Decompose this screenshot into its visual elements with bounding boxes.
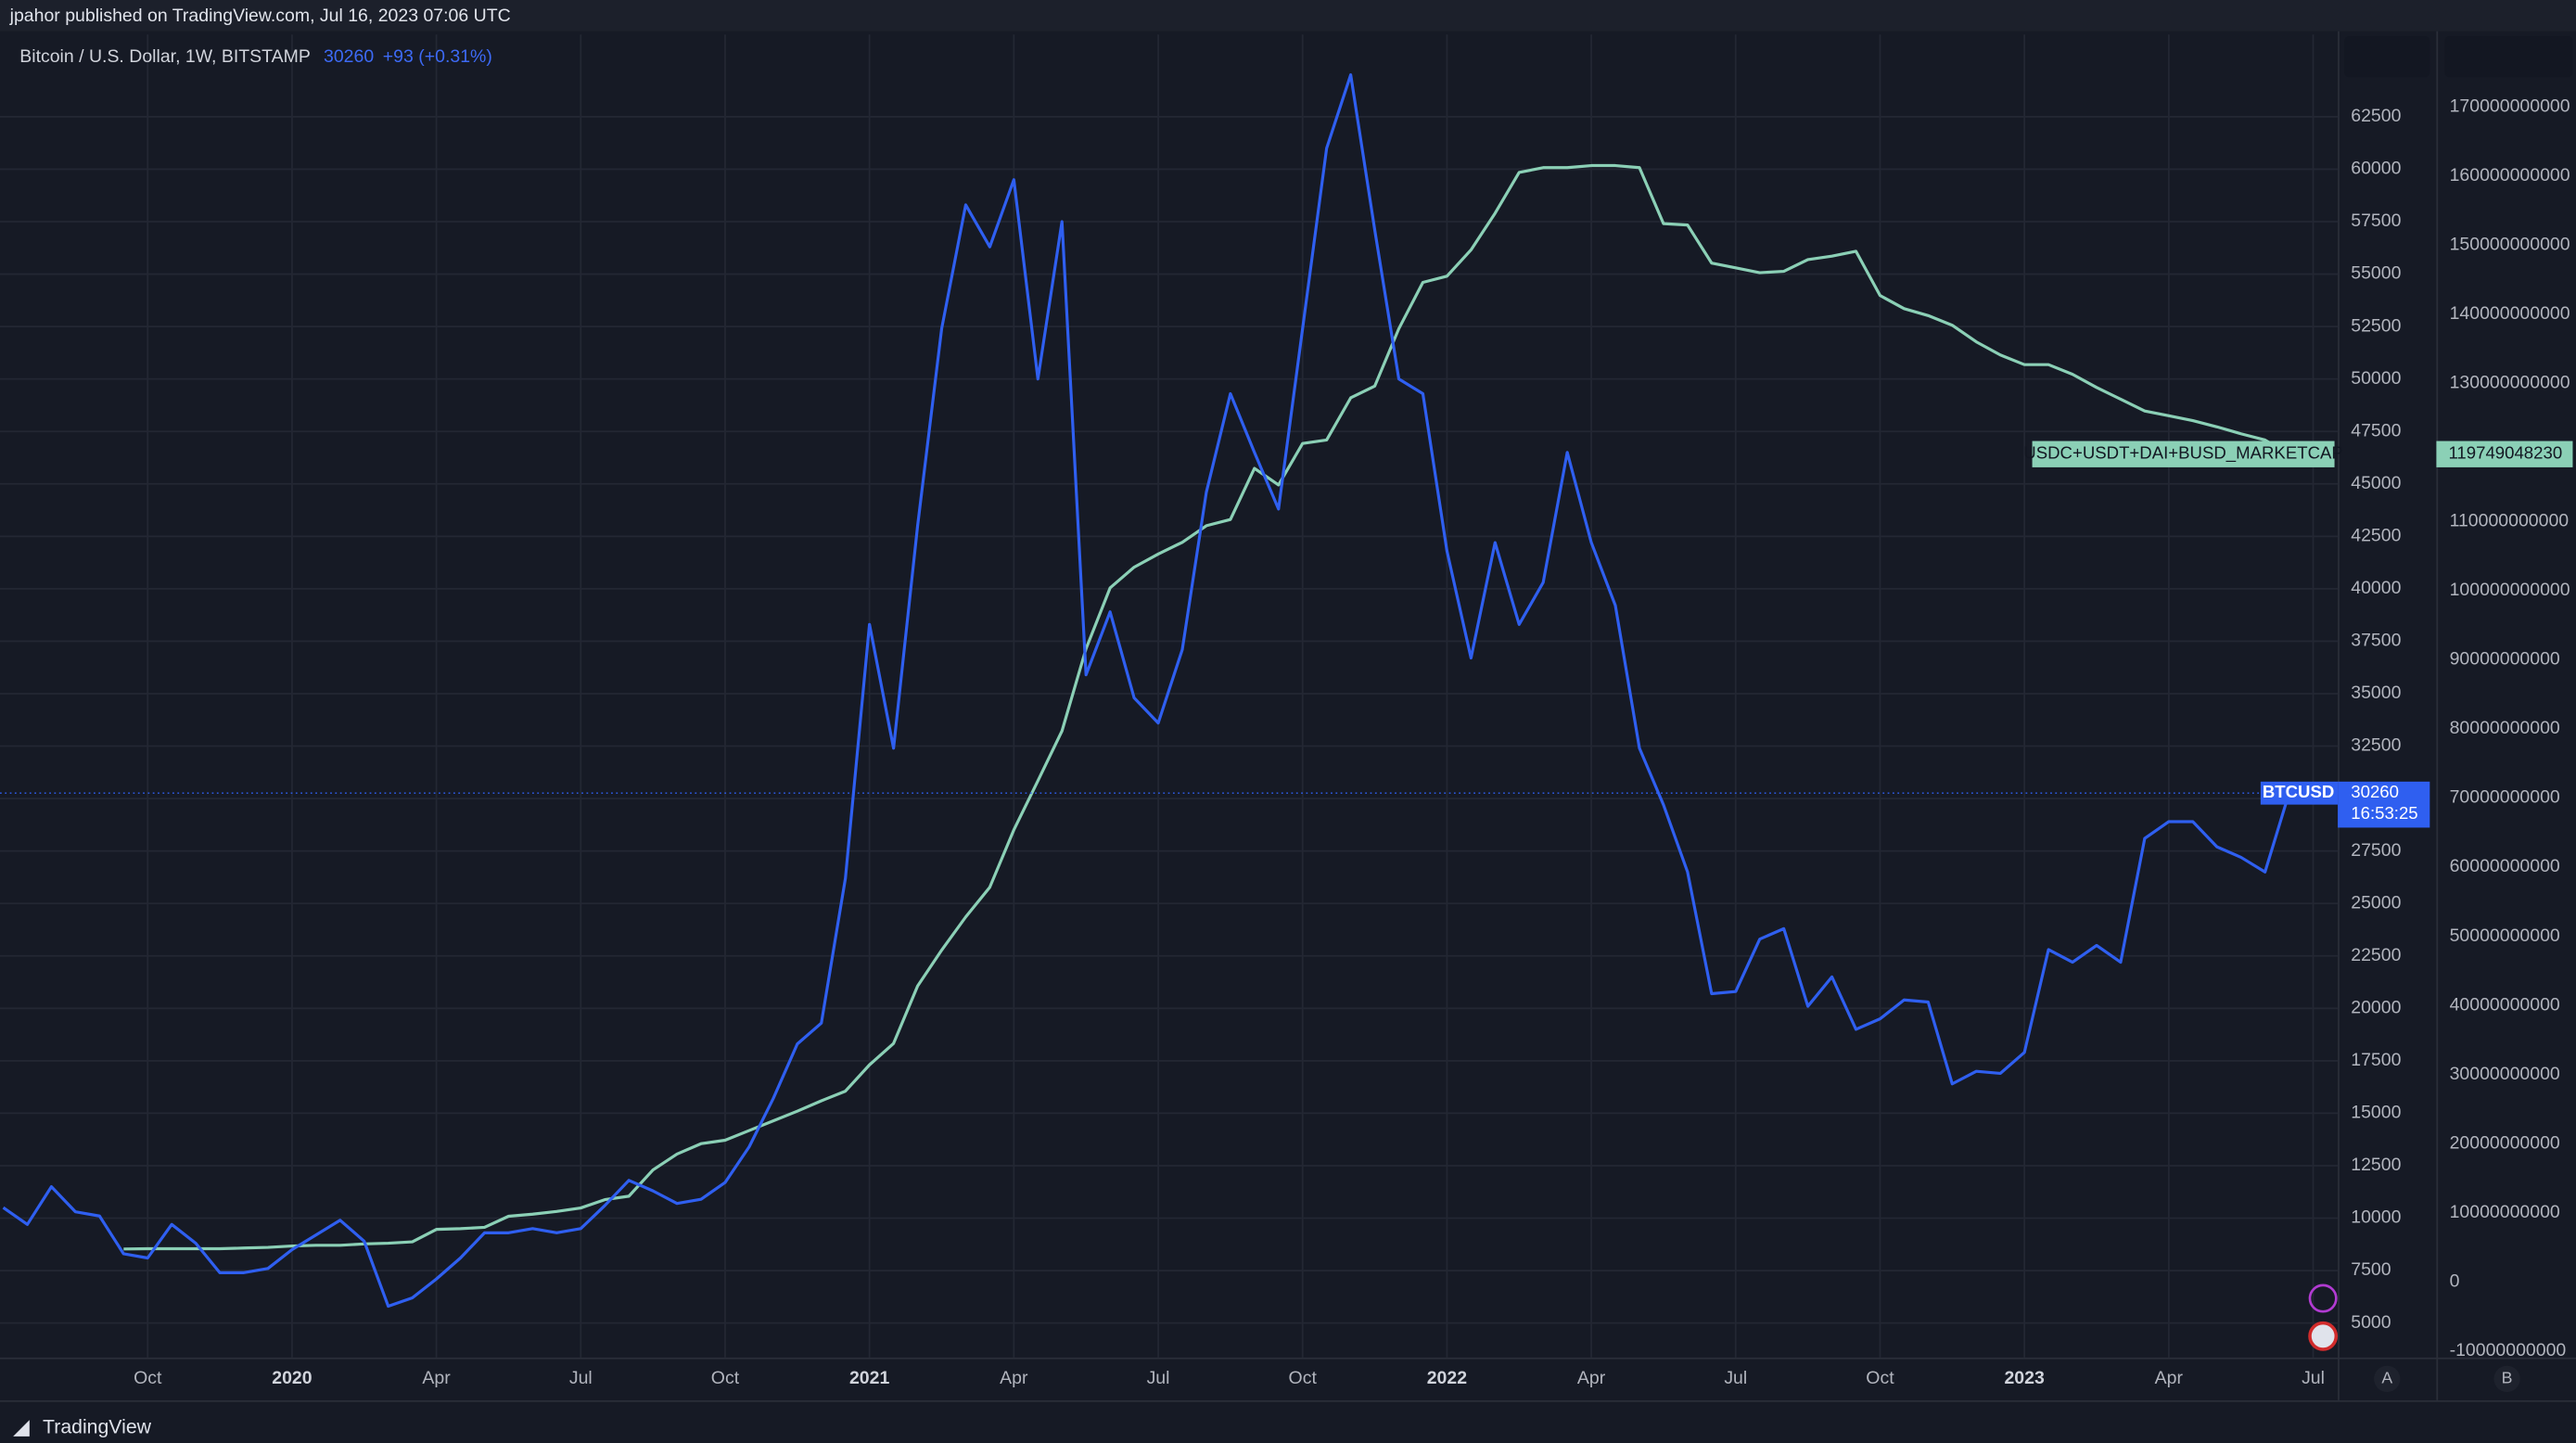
x-tick-label: 2021 xyxy=(849,1368,890,1388)
y2-tick-label: 110000000000 xyxy=(2450,511,2570,531)
price-tag: 119749048230 xyxy=(2448,443,2562,463)
y-tick-label: 5000 xyxy=(2351,1312,2391,1333)
y2-tick-label: 10000000000 xyxy=(2450,1202,2560,1222)
button-label[interactable]: A xyxy=(2381,1369,2392,1387)
y-tick-label: 32500 xyxy=(2351,735,2401,756)
x-tick-label: Oct xyxy=(711,1368,740,1388)
logo-mark: ◢ xyxy=(13,1414,30,1438)
y-tick-label: 15000 xyxy=(2351,1103,2401,1123)
x-tick-label: 2023 xyxy=(2004,1368,2045,1388)
y-tick-label: 10000 xyxy=(2351,1207,2401,1228)
countdown: 16:53:25 xyxy=(2351,803,2417,823)
toolbar-box[interactable] xyxy=(2444,35,2573,78)
x-tick-label: Apr xyxy=(2155,1368,2184,1388)
y-tick-label: 12500 xyxy=(2351,1155,2401,1175)
y2-tick-label: 140000000000 xyxy=(2450,303,2570,324)
y2-tick-label: 30000000000 xyxy=(2450,1064,2560,1084)
button[interactable] xyxy=(2374,1365,2401,1393)
y2-tick-label: 80000000000 xyxy=(2450,718,2560,738)
brand: TradingView xyxy=(43,1416,152,1438)
x-tick-label: Jul xyxy=(569,1368,593,1388)
y-tick-label: 50000 xyxy=(2351,368,2401,389)
series-tag: USDC+USDT+DAI+BUSD_MARKETCAP xyxy=(2023,443,2343,464)
y-tick-label: 7500 xyxy=(2351,1259,2391,1280)
y-tick-label: 52500 xyxy=(2351,315,2401,336)
y2-tick-label: 100000000000 xyxy=(2450,580,2570,600)
y2-tick-label: 40000000000 xyxy=(2450,994,2560,1015)
y-tick-label: 55000 xyxy=(2351,263,2401,284)
plot xyxy=(2,73,2291,1309)
y-tick-label: 45000 xyxy=(2351,473,2401,493)
y2-tick-label: 160000000000 xyxy=(2450,165,2570,185)
y-tick-label: 60000 xyxy=(2351,159,2401,179)
y-tick-label: 37500 xyxy=(2351,631,2401,651)
event-icon[interactable] xyxy=(2308,1283,2338,1313)
y-tick-label: 25000 xyxy=(2351,892,2401,913)
footer-bar xyxy=(0,1399,2576,1443)
x-tick-label: Oct xyxy=(1289,1368,1318,1388)
y-tick-label: 35000 xyxy=(2351,683,2401,703)
y2-tick-label: 0 xyxy=(2450,1271,2460,1291)
x-tick-label: Oct xyxy=(1866,1368,1894,1388)
x-tick-label: Jul xyxy=(1724,1368,1747,1388)
price-tag-bg xyxy=(2436,441,2573,467)
publisher: jpahor published on TradingView.com, Jul… xyxy=(9,6,511,26)
toolbar-box[interactable] xyxy=(2344,35,2430,78)
y-tick-label: 57500 xyxy=(2351,211,2401,231)
legend-change: +93 (+0.31%) xyxy=(383,46,492,67)
y2-tick-label: 170000000000 xyxy=(2450,96,2570,116)
button-label[interactable]: B xyxy=(2502,1369,2513,1387)
x-tick-label: Apr xyxy=(422,1368,451,1388)
series-tag-bg xyxy=(2032,441,2335,467)
x-tick-label: Jul xyxy=(1147,1368,1170,1388)
y2-tick-label: 90000000000 xyxy=(2450,649,2560,670)
price-tag-bg xyxy=(2338,781,2430,828)
axis-separator xyxy=(2338,31,2340,1400)
series-line xyxy=(123,163,2290,1251)
grid: 5000 7500 10000 12500 15000 17500 20000 22500 25… xyxy=(0,34,2570,1388)
y2-tick-label: 20000000000 xyxy=(2450,1132,2560,1153)
price-tags: BTCUSD 30260 16:53:25 USDC+USDT+DAI+BUSD_MA… xyxy=(0,441,2573,828)
button[interactable] xyxy=(2493,1365,2520,1393)
y-tick-label: 40000 xyxy=(2351,578,2401,598)
x-tick-label: Jul xyxy=(2302,1368,2325,1388)
y-tick-label: 27500 xyxy=(2351,840,2401,861)
y2-tick-label: 50000000000 xyxy=(2450,926,2560,946)
time-axis-border xyxy=(0,1357,2576,1360)
y2-tick-label: 130000000000 xyxy=(2450,372,2570,392)
y-tick-label: 17500 xyxy=(2351,1050,2401,1070)
x-tick-label: 2020 xyxy=(272,1368,312,1388)
y-tick-label: 62500 xyxy=(2351,106,2401,126)
series-line xyxy=(2,73,2291,1309)
y-tick-label: 20000 xyxy=(2351,997,2401,1017)
y2-tick-label: 60000000000 xyxy=(2450,856,2560,876)
series-tag: BTCUSD xyxy=(2263,782,2334,801)
axis-separator xyxy=(2436,31,2439,1400)
x-tick-label: Oct xyxy=(134,1368,162,1388)
y2-tick-label: 70000000000 xyxy=(2450,787,2560,808)
series-tag-bg xyxy=(2260,781,2339,805)
x-tick-label: 2022 xyxy=(1427,1368,1468,1388)
header-bar xyxy=(0,0,2576,32)
legend-value: 30260 xyxy=(324,46,374,67)
x-tick-label: Apr xyxy=(1000,1368,1028,1388)
y-tick-label: 47500 xyxy=(2351,420,2401,441)
symbol-title: Bitcoin / U.S. Dollar, 1W, BITSTAMP xyxy=(19,46,311,67)
y-tick-label: 22500 xyxy=(2351,945,2401,965)
y-tick-label: 42500 xyxy=(2351,525,2401,545)
footer-border xyxy=(0,1399,2576,1402)
y2-tick-label: -10000000000 xyxy=(2450,1340,2567,1360)
price-tag: 30260 xyxy=(2351,782,2399,801)
x-tick-label: Apr xyxy=(1577,1368,1606,1388)
y2-tick-label: 150000000000 xyxy=(2450,234,2570,254)
event-icon[interactable] xyxy=(2308,1321,2339,1351)
